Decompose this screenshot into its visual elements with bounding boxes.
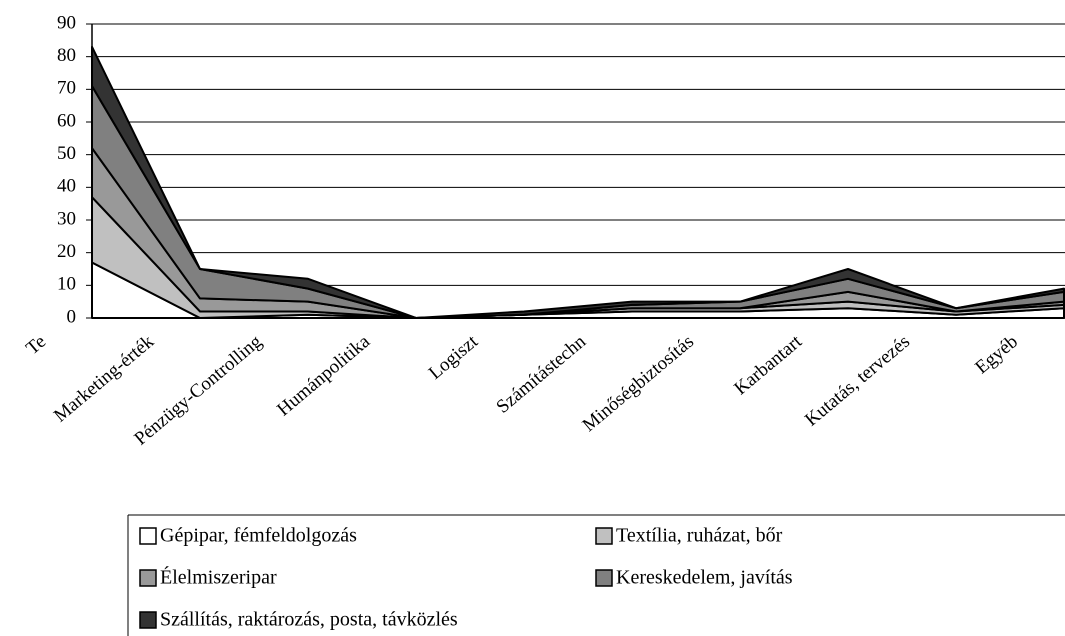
x-tick-label: Egyéb [971,331,1022,378]
legend-swatch [139,611,157,629]
y-tick-label: 10 [57,274,76,295]
area [91,85,1065,319]
legend-label: Szállítás, raktározás, posta, távközlés [160,609,458,631]
y-tick-label: 20 [57,241,76,262]
y-tick-label: 30 [57,208,76,229]
x-tick-label: Logiszt [425,331,483,384]
x-tick-label: Karbantart [730,331,806,400]
x-tick-label: Minőségbiztosítás [579,331,698,436]
y-tick-label: 80 [57,45,76,66]
legend-label: Textília, ruházat, bőr [616,525,783,547]
x-tick-label: Humánpolitika [273,331,374,421]
y-tick-label: 40 [57,176,76,197]
y-tick-label: 70 [57,78,76,99]
y-tick-label: 0 [67,306,77,327]
y-tick-label: 50 [57,143,76,164]
legend-swatch [139,569,157,587]
x-tick-label: Marketing-érték [50,331,158,427]
x-tick-label: Kutatás, tervezés [801,331,914,431]
legend-label: Élelmiszeripar [160,566,277,589]
legend-swatch [595,569,613,587]
legend-label: Kereskedelem, javítás [616,567,793,589]
y-tick-label: 90 [57,12,76,33]
x-tick-label: Te [22,331,50,359]
area [91,45,1065,319]
legend-swatch [139,527,157,545]
legend-label: Gépipar, fémfeldolgozás [160,525,357,547]
y-tick-label: 60 [57,110,76,131]
x-tick-label: Számítástechn [492,331,590,418]
legend-swatch [595,527,613,545]
